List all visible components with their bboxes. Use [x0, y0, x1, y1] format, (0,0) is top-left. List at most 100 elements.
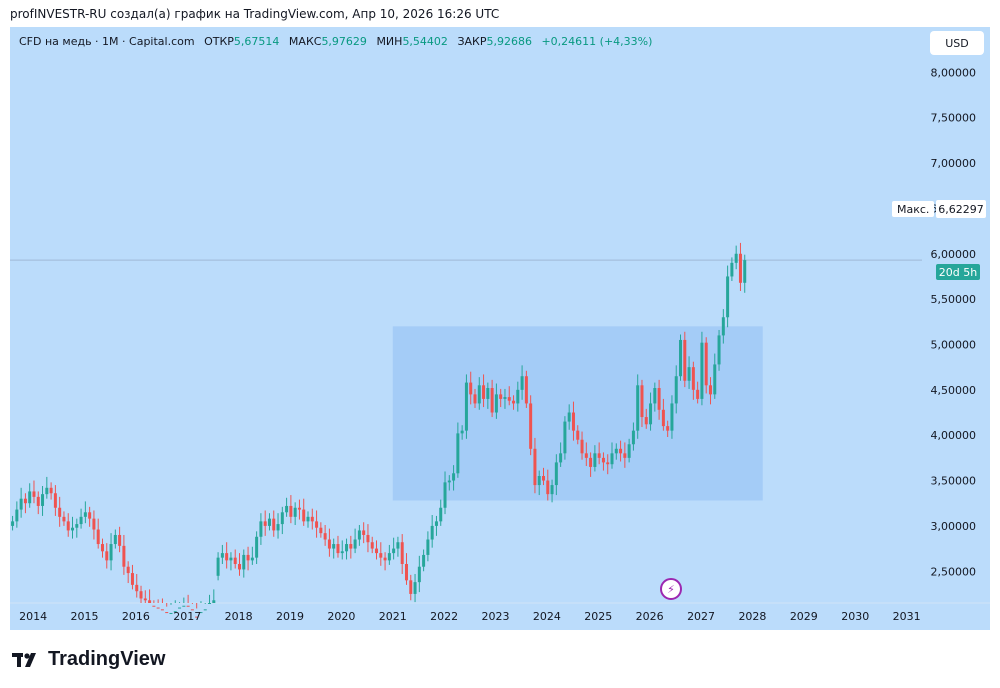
candle-body — [550, 485, 554, 495]
candle-body — [738, 253, 742, 283]
candle-body — [674, 376, 678, 404]
candle-body — [542, 476, 545, 481]
x-axis-tick-label: 2015 — [71, 610, 99, 623]
x-axis-tick-label: 2019 — [276, 610, 304, 623]
candle-body — [516, 389, 520, 404]
candle-body — [195, 616, 199, 618]
y-axis-tick-label: 3,00000 — [931, 520, 977, 533]
candle-body — [636, 385, 640, 431]
candle-body — [606, 462, 610, 465]
x-axis-tick-label: 2025 — [584, 610, 612, 623]
candle-body — [434, 521, 438, 526]
candle-body — [246, 554, 250, 561]
candle-body — [623, 453, 627, 458]
candle-body — [601, 457, 605, 463]
candle-body — [225, 553, 229, 561]
chart-frame[interactable]: 2,50000 3,00000 3,50000 4,00000 4,50000 5,000… — [10, 27, 990, 630]
candle-body — [417, 566, 421, 583]
candle-body — [148, 600, 152, 603]
candle-body — [409, 580, 413, 594]
candle-body — [267, 518, 271, 526]
candle-body — [687, 367, 691, 381]
tradingview-logo[interactable]: TradingView — [12, 648, 165, 671]
candle-body — [657, 388, 661, 410]
currency-button[interactable]: USD — [930, 31, 984, 55]
candle-body — [32, 491, 36, 497]
candlestick-chart[interactable]: 2,50000 3,00000 3,50000 4,00000 4,50000 5,000… — [10, 27, 990, 630]
x-axis-tick-label: 2029 — [790, 610, 818, 623]
candle-body — [387, 553, 391, 561]
candle-body — [143, 598, 147, 601]
candle-body — [708, 385, 712, 395]
legend-low-label: МИН — [376, 35, 403, 48]
candle-body — [62, 516, 66, 522]
x-axis-tick-label: 2026 — [636, 610, 664, 623]
candle-body — [229, 557, 233, 561]
legend-low-value: 5,54402 — [402, 35, 448, 48]
candle-body — [743, 260, 747, 283]
candle-body — [473, 394, 477, 404]
candle-body — [477, 385, 481, 404]
chart-credit-line: profINVESTR-RU создал(а) график на Tradi… — [10, 7, 500, 21]
legend-symbol: CFD на медь · 1M · Capital.com — [19, 35, 195, 48]
candle-body — [36, 496, 40, 506]
candle-body — [100, 544, 104, 552]
legend-high-label: МАКС — [288, 35, 322, 48]
candle-body — [400, 542, 404, 564]
candle-body — [310, 516, 314, 522]
candle-body — [139, 591, 143, 599]
max-price-label: Макс. — [892, 201, 935, 217]
candle-body — [238, 563, 241, 570]
candle-body — [730, 262, 734, 277]
x-axis-tick-label: 2020 — [327, 610, 355, 623]
candle-body — [439, 507, 443, 522]
candle-body — [649, 403, 653, 425]
x-axis-tick-label: 2028 — [738, 610, 766, 623]
candle-body — [190, 609, 194, 611]
candle-body — [126, 566, 130, 574]
legend-close-value: 5,92686 — [486, 35, 532, 48]
candle-body — [734, 253, 738, 263]
candle-body — [443, 482, 447, 508]
candle-body — [653, 388, 657, 404]
candle-body — [109, 544, 113, 561]
candle-body — [499, 394, 503, 399]
candle-body — [721, 317, 725, 336]
candle-body — [186, 605, 190, 607]
candle-body — [704, 342, 708, 386]
candle-body — [567, 412, 571, 422]
candle-body — [212, 600, 216, 603]
candle-body — [529, 403, 533, 449]
candle-body — [580, 439, 584, 454]
x-axis-strip — [10, 603, 990, 630]
x-axis-tick-label: 2023 — [482, 610, 510, 623]
candle-body — [370, 542, 374, 549]
candle-body — [452, 473, 456, 481]
candle-body — [327, 539, 331, 549]
lightning-icon[interactable]: ⚡︎ — [660, 578, 682, 600]
y-axis-tick-label: 4,50000 — [931, 384, 977, 397]
candle-body — [404, 563, 408, 581]
candle-body — [113, 534, 117, 545]
candle-body — [203, 609, 207, 611]
candle-body — [53, 493, 57, 508]
candle-body — [11, 521, 15, 526]
candle-body — [464, 382, 468, 431]
bar-countdown-badge: 20d 5h — [936, 264, 980, 280]
candle-body — [379, 553, 383, 558]
candle-body — [640, 385, 644, 418]
candle-body — [118, 534, 122, 546]
x-axis-tick-label: 2018 — [225, 610, 253, 623]
candle-body — [644, 417, 648, 425]
candle-body — [563, 421, 567, 454]
candle-body — [713, 364, 717, 395]
candle-body — [173, 611, 177, 613]
candle-body — [413, 582, 417, 594]
x-axis-tick-label: 2031 — [893, 610, 921, 623]
tradingview-logo-text: TradingView — [48, 648, 166, 670]
candle-body — [546, 480, 550, 495]
candle-body — [297, 507, 301, 510]
candle-body — [182, 605, 186, 607]
symbol-legend: CFD на медь · 1M · Capital.com ОТКР5,675… — [19, 35, 652, 48]
candle-body — [41, 494, 45, 506]
